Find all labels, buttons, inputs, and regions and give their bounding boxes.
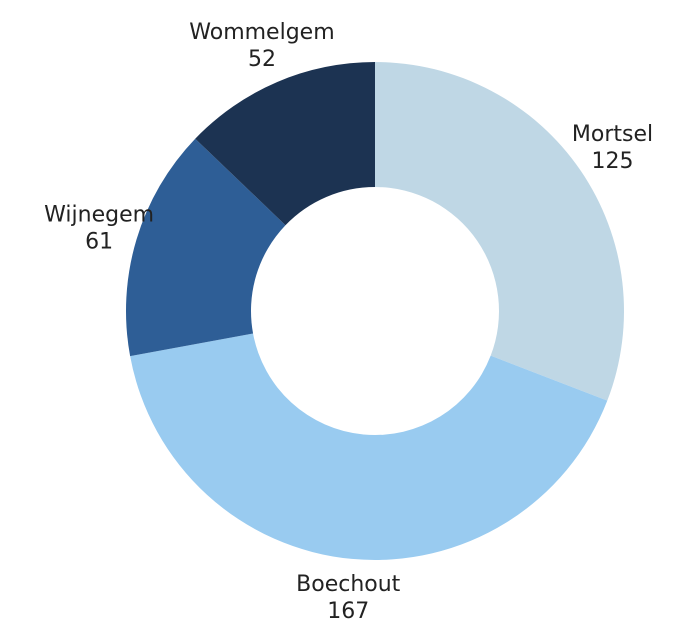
donut-slice [126, 138, 286, 357]
slice-label: Mortsel [572, 122, 653, 147]
value-label: 167 [327, 599, 369, 624]
slice-label: Wijnegem [44, 202, 154, 227]
slice-label: Wommelgem [189, 20, 334, 45]
donut-slice [195, 61, 375, 226]
donut-slice [375, 62, 624, 401]
value-label: 125 [592, 149, 634, 174]
donut-slice [130, 333, 608, 560]
value-label: 61 [85, 229, 113, 254]
value-label: 52 [248, 47, 276, 72]
slice-label: Boechout [296, 572, 401, 597]
